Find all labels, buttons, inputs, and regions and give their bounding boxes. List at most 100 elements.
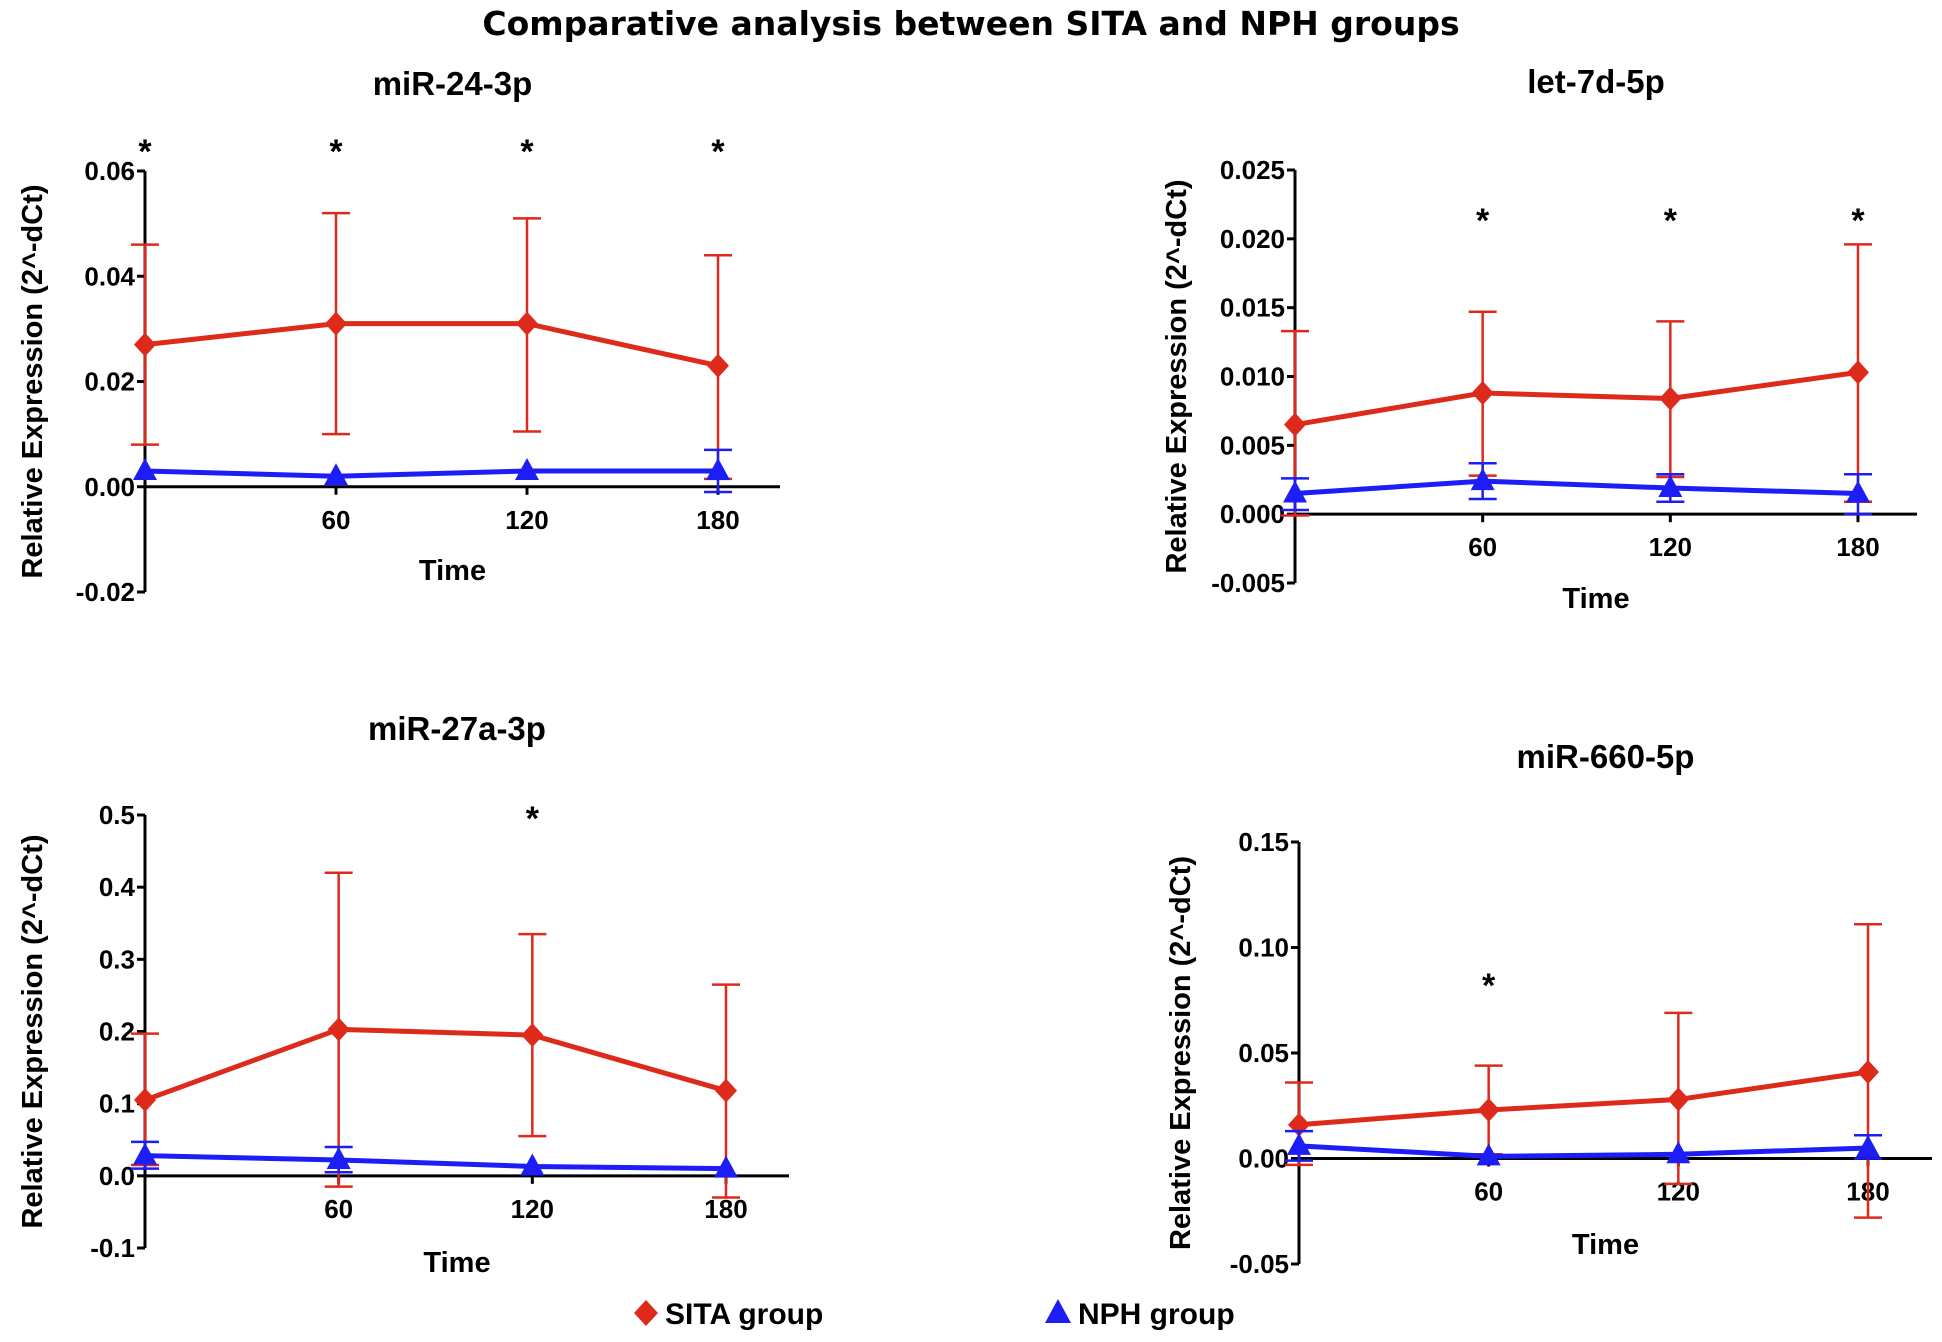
y-tick-label: 0.10 bbox=[1238, 933, 1289, 963]
legend-label-nph: NPH group bbox=[1078, 1298, 1235, 1331]
legend-triangle-icon bbox=[1045, 1299, 1071, 1323]
legend: SITA group NPH group bbox=[634, 1298, 1235, 1331]
series-nph bbox=[133, 448, 732, 494]
y-tick-label: 0.15 bbox=[1238, 827, 1289, 857]
data-point-triangle bbox=[520, 1153, 545, 1176]
x-tick-label: 120 bbox=[1649, 532, 1692, 562]
series-line bbox=[1298, 1069, 1869, 1128]
x-tick-label: 60 bbox=[324, 1194, 353, 1224]
y-tick-label: 0.0 bbox=[99, 1161, 135, 1191]
data-point-diamond bbox=[1471, 381, 1494, 406]
y-tick-label: 0.1 bbox=[99, 1089, 135, 1119]
data-point-diamond bbox=[707, 353, 729, 378]
chart-panel-2: let-7d-5p -0.005 0.000 0.005 0.010 0.015 0.020… bbox=[1161, 63, 1917, 615]
data-point-triangle bbox=[324, 463, 348, 486]
y-tick-label: -0.005 bbox=[1211, 568, 1285, 598]
series-nph bbox=[131, 1140, 738, 1178]
data-point-diamond bbox=[1477, 1097, 1500, 1122]
data-point-diamond bbox=[1857, 1059, 1879, 1084]
data-point-triangle bbox=[1846, 480, 1870, 503]
data-point-triangle bbox=[1287, 1132, 1311, 1155]
data-point-diamond bbox=[715, 1078, 737, 1103]
series-nph bbox=[1285, 1129, 1882, 1166]
series-sita bbox=[131, 871, 740, 1199]
data-point-triangle bbox=[1666, 1141, 1691, 1164]
data-point-triangle bbox=[1856, 1134, 1880, 1157]
series-line bbox=[1294, 369, 1859, 428]
x-tick-label: 180 bbox=[704, 1194, 747, 1224]
series-nph bbox=[1281, 461, 1872, 516]
significance-asterisk: * bbox=[1851, 202, 1865, 240]
y-axis-label: Relative Expression (2^-dCt) bbox=[1161, 179, 1193, 573]
data-point-diamond bbox=[1667, 1087, 1690, 1112]
x-axis-label: Time bbox=[1562, 583, 1629, 615]
data-point-triangle bbox=[1283, 480, 1307, 503]
legend-label-sita: SITA group bbox=[665, 1298, 823, 1331]
x-axis-label: Time bbox=[419, 555, 486, 587]
series-line bbox=[144, 321, 719, 369]
y-tick-label: 0.00 bbox=[84, 472, 135, 502]
significance-asterisk: * bbox=[526, 800, 540, 838]
y-tick-label: 0.010 bbox=[1220, 362, 1285, 392]
significance-asterisk: * bbox=[329, 133, 343, 171]
data-point-diamond bbox=[134, 332, 156, 357]
x-tick-label: 60 bbox=[1468, 532, 1497, 562]
y-tick-label: -0.05 bbox=[1230, 1249, 1289, 1279]
significance-asterisk: * bbox=[1476, 202, 1490, 240]
x-tick-label: 180 bbox=[696, 505, 739, 535]
significance-asterisk: * bbox=[1482, 967, 1496, 1005]
y-axis-label: Relative Expression (2^-dCt) bbox=[17, 834, 49, 1228]
y-tick-label: -0.02 bbox=[76, 577, 135, 607]
series-line bbox=[144, 1153, 727, 1172]
y-tick-label: 0.020 bbox=[1220, 224, 1285, 254]
chart-panel-1: miR-24-3p -0.02 0.00 0.02 0.04 0.06 60 120 180 Ti… bbox=[17, 65, 780, 607]
data-point-triangle bbox=[1470, 468, 1495, 491]
x-tick-label: 120 bbox=[505, 505, 548, 535]
legend-diamond-icon bbox=[634, 1300, 658, 1326]
y-tick-label: 0.06 bbox=[84, 156, 135, 186]
y-tick-label: 0.00 bbox=[1238, 1144, 1289, 1174]
series-sita bbox=[1281, 243, 1872, 517]
data-point-diamond bbox=[1659, 386, 1682, 411]
chart-title: let-7d-5p bbox=[1527, 63, 1665, 100]
y-axis-label: Relative Expression (2^-dCt) bbox=[17, 184, 49, 578]
y-axis-label: Relative Expression (2^-dCt) bbox=[1165, 856, 1197, 1250]
chart-title: miR-660-5p bbox=[1517, 738, 1695, 775]
data-point-triangle bbox=[714, 1155, 738, 1178]
x-axis-label: Time bbox=[423, 1247, 490, 1279]
data-point-triangle bbox=[326, 1146, 351, 1169]
y-tick-label: 0.4 bbox=[99, 872, 136, 902]
series-line bbox=[144, 468, 718, 479]
x-axis-label: Time bbox=[1572, 1229, 1639, 1261]
chart-title: miR-24-3p bbox=[373, 65, 533, 102]
y-tick-label: 0.02 bbox=[84, 367, 135, 397]
data-point-diamond bbox=[325, 311, 347, 336]
x-tick-label: 180 bbox=[1836, 532, 1879, 562]
y-tick-label: 0.3 bbox=[99, 944, 135, 974]
chart-panel-3: miR-27a-3p -0.1 0.0 0.1 0.2 0.3 0.4 0.5 60 120 180… bbox=[17, 710, 789, 1279]
data-point-diamond bbox=[327, 1017, 350, 1042]
significance-asterisk: * bbox=[711, 133, 725, 171]
data-point-diamond bbox=[1847, 360, 1869, 385]
data-point-triangle bbox=[1658, 475, 1683, 498]
y-tick-label: 0.025 bbox=[1220, 155, 1285, 185]
series-line bbox=[1298, 1143, 1869, 1159]
y-tick-label: 0.015 bbox=[1220, 293, 1285, 323]
data-point-diamond bbox=[521, 1023, 544, 1048]
x-tick-label: 60 bbox=[322, 505, 351, 535]
x-tick-label: 120 bbox=[511, 1194, 554, 1224]
series-sita bbox=[1285, 923, 1882, 1219]
y-tick-label: 0.5 bbox=[99, 800, 135, 830]
y-tick-label: 0.04 bbox=[84, 261, 135, 291]
y-tick-label: 0.05 bbox=[1238, 1038, 1289, 1068]
series-line bbox=[1294, 478, 1859, 497]
x-tick-label: 60 bbox=[1474, 1177, 1503, 1207]
y-tick-label: 0.005 bbox=[1220, 430, 1285, 460]
y-tick-label: -0.1 bbox=[90, 1233, 135, 1263]
data-point-diamond bbox=[516, 311, 538, 336]
series-line bbox=[144, 1026, 727, 1103]
significance-asterisk: * bbox=[1664, 202, 1678, 240]
chart-title: miR-27a-3p bbox=[368, 710, 546, 747]
y-tick-label: 0.000 bbox=[1220, 499, 1285, 529]
